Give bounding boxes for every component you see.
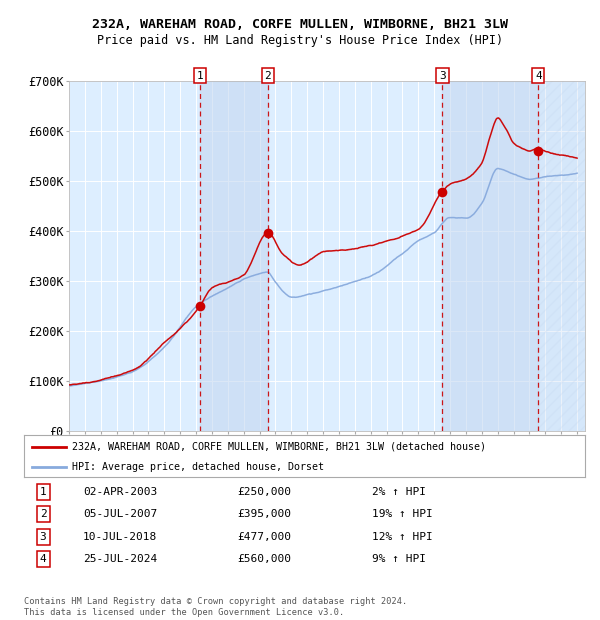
Text: 232A, WAREHAM ROAD, CORFE MULLEN, WIMBORNE, BH21 3LW: 232A, WAREHAM ROAD, CORFE MULLEN, WIMBOR…	[92, 19, 508, 31]
Text: 2: 2	[40, 509, 46, 519]
Text: 25-JUL-2024: 25-JUL-2024	[83, 554, 157, 564]
Bar	[538, 81, 585, 431]
Text: 05-JUL-2007: 05-JUL-2007	[83, 509, 157, 519]
Text: 3: 3	[40, 532, 46, 542]
Text: 12% ↑ HPI: 12% ↑ HPI	[372, 532, 433, 542]
Text: 19% ↑ HPI: 19% ↑ HPI	[372, 509, 433, 519]
Text: HPI: Average price, detached house, Dorset: HPI: Average price, detached house, Dors…	[71, 462, 323, 472]
Text: 9% ↑ HPI: 9% ↑ HPI	[372, 554, 426, 564]
Text: 4: 4	[535, 71, 542, 81]
Text: 2: 2	[265, 71, 271, 81]
Text: 4: 4	[40, 554, 46, 564]
Text: 10-JUL-2018: 10-JUL-2018	[83, 532, 157, 542]
Text: 1: 1	[40, 487, 46, 497]
Bar	[200, 81, 268, 431]
Bar	[442, 81, 538, 431]
Text: 3: 3	[439, 71, 446, 81]
Text: £560,000: £560,000	[237, 554, 291, 564]
Text: Contains HM Land Registry data © Crown copyright and database right 2024.
This d: Contains HM Land Registry data © Crown c…	[24, 598, 407, 617]
Text: £477,000: £477,000	[237, 532, 291, 542]
Text: 1: 1	[197, 71, 203, 81]
Text: 2% ↑ HPI: 2% ↑ HPI	[372, 487, 426, 497]
Text: £395,000: £395,000	[237, 509, 291, 519]
Text: £250,000: £250,000	[237, 487, 291, 497]
Text: 232A, WAREHAM ROAD, CORFE MULLEN, WIMBORNE, BH21 3LW (detached house): 232A, WAREHAM ROAD, CORFE MULLEN, WIMBOR…	[71, 441, 485, 451]
Text: Price paid vs. HM Land Registry's House Price Index (HPI): Price paid vs. HM Land Registry's House …	[97, 34, 503, 46]
Text: 02-APR-2003: 02-APR-2003	[83, 487, 157, 497]
